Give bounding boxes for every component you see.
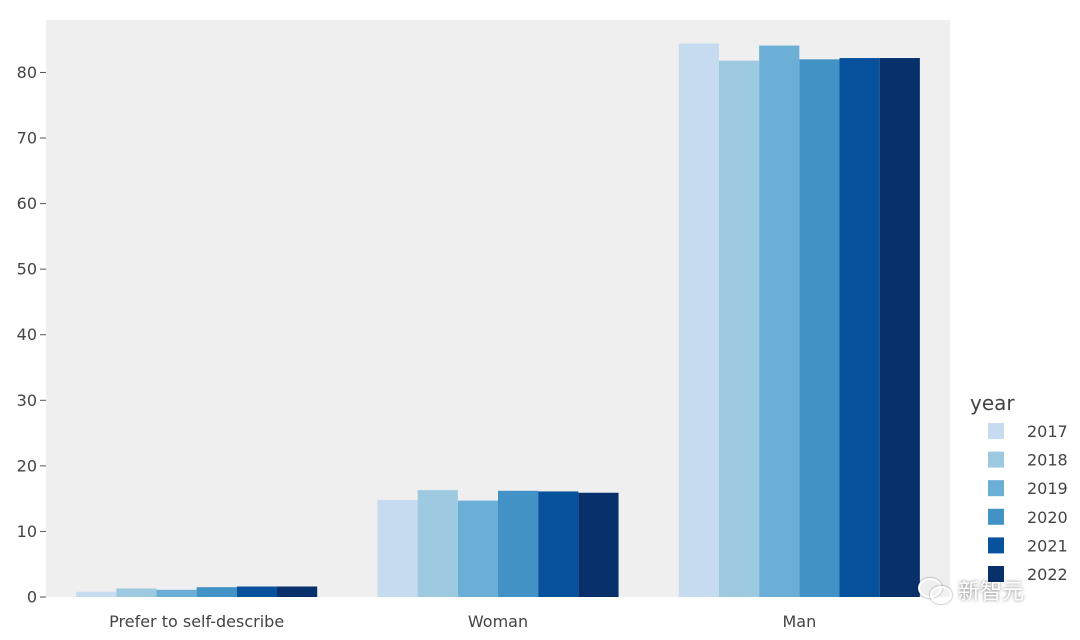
legend-label-2018: 2018 [1027,451,1068,470]
x-tick-label: Prefer to self-describe [109,612,284,631]
y-tick-label: 60 [17,194,37,213]
legend-swatch-2019 [988,480,1004,497]
legend-label-2022: 2022 [1027,565,1068,584]
bar-2018-0 [116,588,157,597]
legend-swatch-2020 [988,508,1004,525]
legend-label-2021: 2021 [1027,536,1068,555]
y-tick-label: 30 [17,391,37,410]
y-axis: 0 10 20 30 40 50 60 70 80 [17,63,46,607]
x-axis: Prefer to self-describe Woman Man [109,612,816,631]
bar-2019-0 [156,589,197,597]
bar-2019-2 [759,45,800,597]
watermark-text: 新智元 [958,580,1025,605]
legend-label-2017: 2017 [1027,422,1068,441]
bar-2021-2 [839,58,880,597]
bar-2019-1 [457,500,498,597]
legend-label-2019: 2019 [1027,479,1068,498]
bars-group [76,43,920,598]
bar-2017-2 [678,43,719,598]
legend-swatch-2018 [988,451,1004,468]
bar-2022-2 [879,58,920,597]
bar-2018-2 [718,60,760,597]
bar-2022-0 [277,586,318,597]
watermark: 新智元 [918,574,1024,606]
legend-label-2020: 2020 [1027,508,1068,527]
y-tick-label: 20 [17,456,37,475]
x-tick-label: Woman [468,612,528,631]
y-tick-label: 10 [17,522,37,541]
y-tick-label: 70 [17,129,37,148]
bar-2017-0 [76,591,117,597]
bar-2017-1 [377,499,418,597]
legend-title: year [970,391,1015,415]
wechat-icon [918,576,952,604]
y-tick-label: 50 [17,260,37,279]
y-tick-label: 0 [27,588,37,607]
legend-swatch-2021 [988,537,1004,554]
legend-swatch-2017 [988,423,1004,439]
x-tick-label: Man [782,612,816,631]
bar-2021-1 [538,491,579,597]
y-tick-label: 80 [17,63,37,82]
bar-2020-2 [799,59,840,597]
bar-2020-0 [196,587,237,597]
legend-swatch-2022 [988,566,1004,582]
bar-2018-1 [417,490,458,597]
y-tick-label: 40 [17,325,37,344]
bar-2021-0 [236,586,278,597]
bar-2022-1 [578,492,619,597]
bar-2020-1 [498,490,539,597]
legend: year 2017 2018 2019 2020 2021 2022 [970,391,1068,584]
